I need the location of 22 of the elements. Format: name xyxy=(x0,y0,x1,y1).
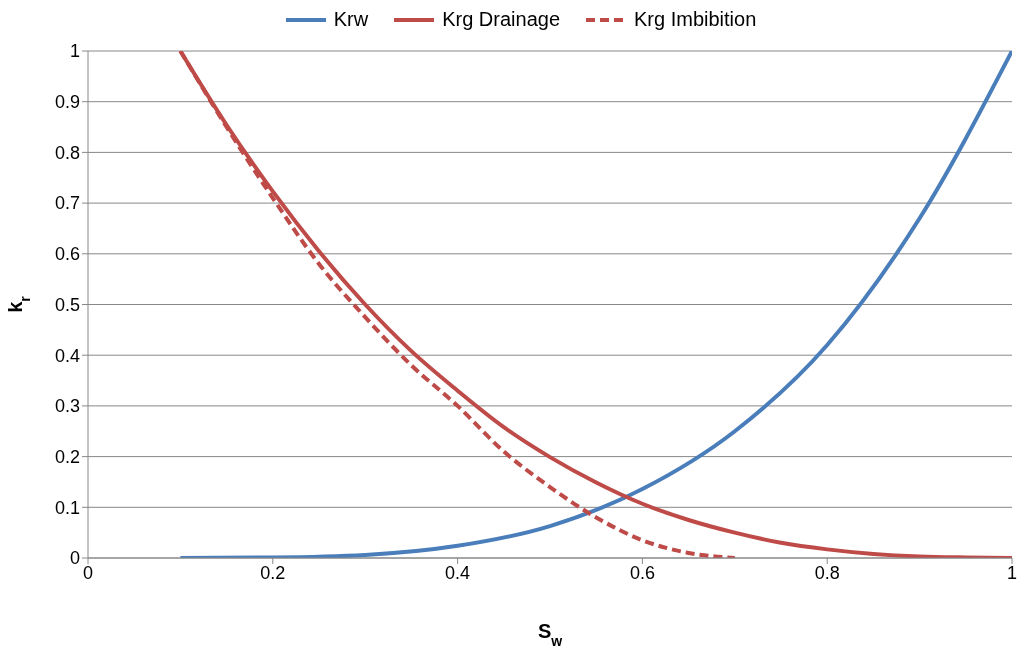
legend-label: Krw xyxy=(333,8,369,31)
x-tick-label: 0.6 xyxy=(629,562,655,583)
y-tick-label: 0.5 xyxy=(54,294,80,315)
x-tick-label: 0.4 xyxy=(445,562,471,583)
x-tick-label: 0 xyxy=(82,562,94,583)
legend-label: Krg Imbibition xyxy=(634,8,757,31)
y-tick-label: 1 xyxy=(69,41,80,62)
y-tick-label: 0.9 xyxy=(54,92,80,113)
x-axis-title: S$_{w}$ xyxy=(537,620,563,649)
y-tick-label: 0.7 xyxy=(54,193,80,214)
x-tick-label: 0.8 xyxy=(814,562,840,583)
y-tick-label: 0.4 xyxy=(54,345,80,366)
y-tick-label: 0.8 xyxy=(54,142,80,163)
x-tick-label: 1 xyxy=(1006,562,1018,583)
y-tick-label: 0.6 xyxy=(54,244,80,265)
y-tick-label: 0.2 xyxy=(54,446,80,467)
y-tick-label: 0 xyxy=(69,548,80,569)
y-tick-label: 0.1 xyxy=(54,497,80,518)
x-tick-label: 0.2 xyxy=(260,562,286,583)
legend-label: Krg Drainage xyxy=(442,8,560,31)
y-tick-label: 0.3 xyxy=(54,396,80,417)
line-series xyxy=(178,51,1012,558)
